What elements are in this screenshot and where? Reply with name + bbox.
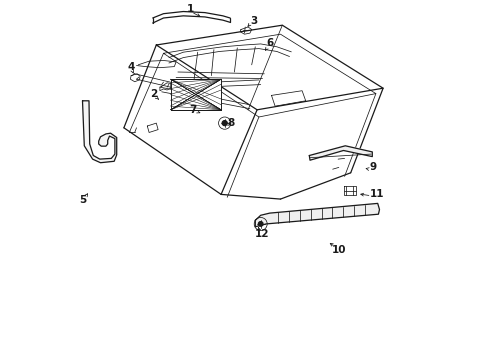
Text: 5: 5 bbox=[79, 195, 86, 205]
Text: 12: 12 bbox=[254, 229, 268, 239]
Text: 7: 7 bbox=[189, 105, 197, 115]
Circle shape bbox=[258, 222, 263, 226]
Polygon shape bbox=[255, 203, 379, 227]
Polygon shape bbox=[82, 101, 117, 163]
Polygon shape bbox=[309, 146, 371, 160]
Text: 9: 9 bbox=[369, 162, 376, 172]
Text: 2: 2 bbox=[150, 89, 157, 99]
Bar bbox=[170, 79, 221, 110]
Bar bbox=[170, 79, 221, 110]
Text: 6: 6 bbox=[266, 38, 273, 48]
Circle shape bbox=[222, 121, 227, 126]
Text: 1: 1 bbox=[186, 4, 194, 14]
Text: 3: 3 bbox=[249, 16, 257, 26]
Text: 11: 11 bbox=[369, 189, 384, 199]
Text: 8: 8 bbox=[227, 118, 234, 128]
Text: 10: 10 bbox=[331, 245, 346, 255]
Text: 4: 4 bbox=[127, 62, 135, 72]
